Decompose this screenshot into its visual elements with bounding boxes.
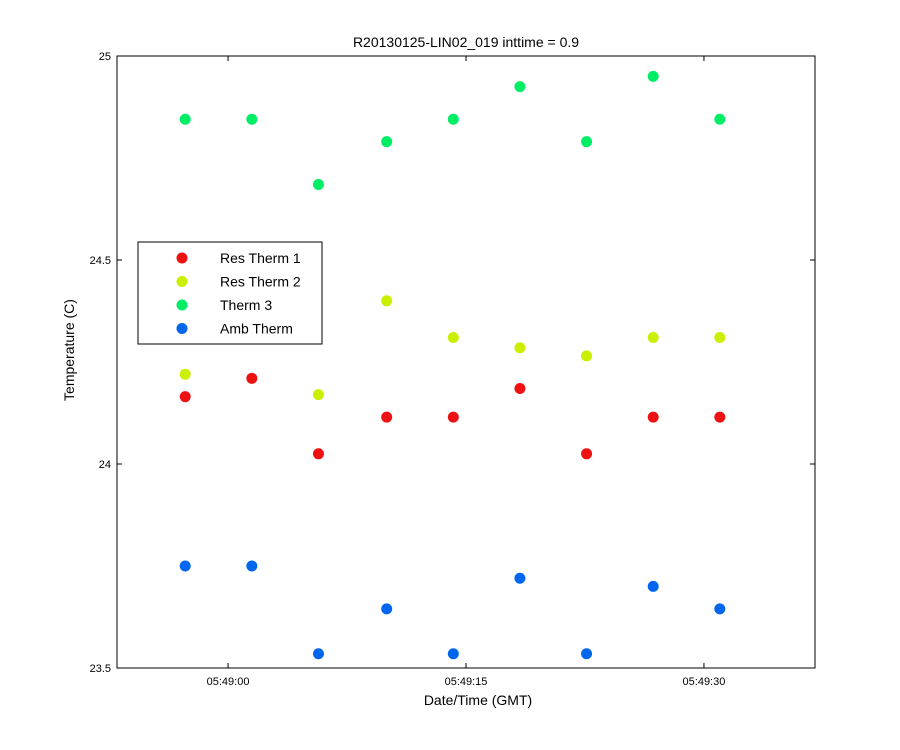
data-point (647, 411, 659, 423)
data-point (581, 448, 593, 460)
y-tick-label: 23.5 (90, 663, 111, 675)
y-tick-label: 24.5 (90, 255, 111, 267)
legend-label: Res Therm 1 (220, 250, 301, 266)
chart-title: R20130125-LIN02_019 inttime = 0.9 (353, 34, 579, 50)
legend-marker (176, 276, 188, 287)
data-point (514, 572, 526, 584)
data-point (246, 560, 258, 572)
data-point (381, 603, 393, 615)
data-point (714, 113, 726, 125)
legend-label: Amb Therm (220, 321, 293, 337)
legend-marker (176, 323, 188, 334)
data-point (647, 332, 659, 344)
y-axis-label: Temperature (C) (61, 299, 77, 401)
series-therm-3 (179, 70, 726, 191)
y-tick-label: 24 (99, 459, 111, 471)
data-point (179, 368, 191, 380)
data-point (447, 332, 459, 344)
x-tick-label: 05:49:00 (207, 676, 250, 688)
legend-marker (176, 252, 188, 264)
data-point (714, 411, 726, 423)
data-point (714, 603, 726, 615)
legend-label: Therm 3 (220, 297, 272, 313)
series-res-therm-2 (179, 295, 726, 401)
data-point (514, 383, 526, 395)
legend-marker (176, 299, 188, 311)
data-point (179, 113, 191, 125)
data-point (647, 580, 659, 592)
data-point (714, 332, 726, 344)
data-point (581, 648, 593, 660)
data-point (381, 295, 393, 307)
series-amb-therm (179, 560, 726, 660)
data-point (312, 448, 324, 460)
data-point (312, 179, 324, 191)
x-tick-label: 05:49:15 (445, 676, 488, 688)
data-point (312, 389, 324, 401)
data-point (381, 411, 393, 423)
data-point (514, 81, 526, 93)
data-point (246, 372, 258, 384)
legend-label: Res Therm 2 (220, 274, 301, 290)
legend: Res Therm 1 Res Therm 2 Therm 3 Amb Therm (137, 241, 323, 345)
data-point (381, 136, 393, 148)
series-res-therm-1 (179, 372, 726, 460)
data-point (447, 411, 459, 423)
data-point (514, 342, 526, 354)
data-point (647, 70, 659, 82)
legend-box (137, 241, 323, 345)
data-point (447, 648, 459, 660)
data-point (246, 113, 258, 125)
x-tick-label: 05:49:30 (683, 676, 726, 688)
data-point (581, 350, 593, 362)
y-tick-label: 25 (99, 51, 111, 63)
x-axis-label: Date/Time (GMT) (424, 692, 532, 708)
data-point (581, 136, 593, 148)
data-point (447, 113, 459, 125)
data-point (179, 560, 191, 572)
data-point (312, 648, 324, 660)
plot-area (116, 55, 816, 669)
axis-ticks: 05:49:00 05:49:15 05:49:30 23.5 24 24.5 25 (90, 51, 815, 688)
data-points (179, 70, 726, 660)
data-point (179, 391, 191, 403)
